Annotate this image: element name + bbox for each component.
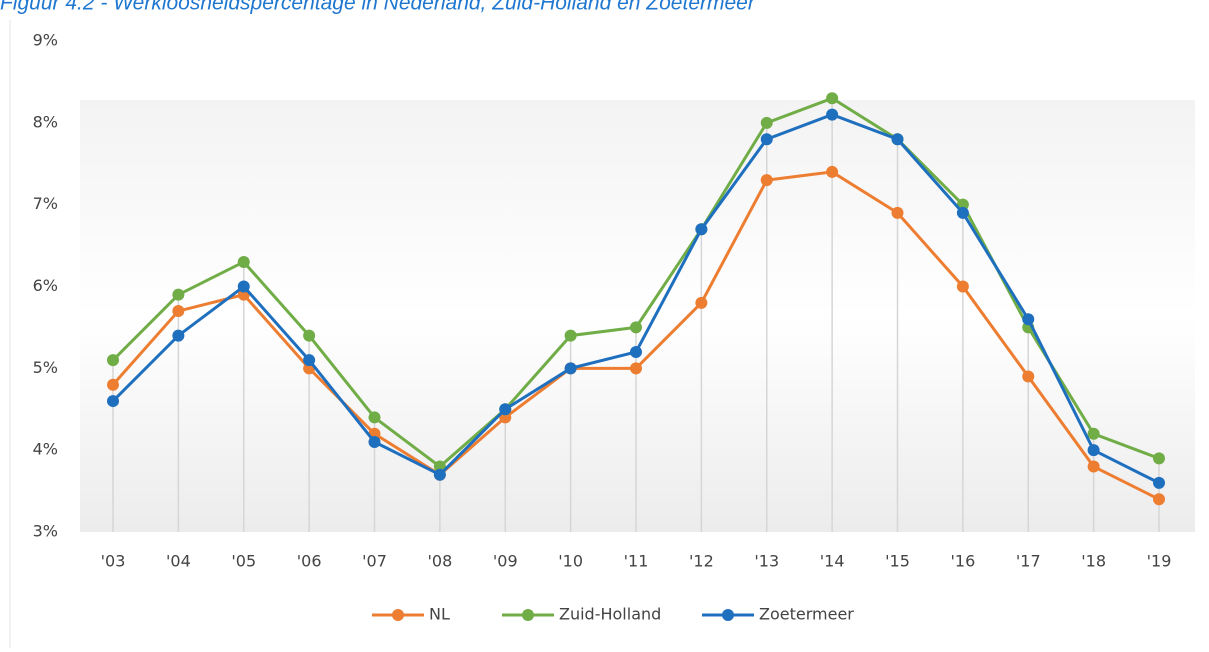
x-tick-label: '08 — [427, 552, 452, 571]
x-tick-label: '15 — [885, 552, 910, 571]
point — [303, 354, 316, 367]
point — [172, 329, 185, 342]
point — [1087, 427, 1100, 440]
point — [1087, 460, 1100, 473]
point — [433, 468, 446, 481]
point — [368, 435, 381, 448]
point — [630, 321, 642, 334]
point — [237, 280, 250, 293]
y-tick-label: 8% — [33, 112, 58, 131]
point — [1153, 493, 1165, 506]
x-tick-label: '13 — [754, 552, 779, 571]
point — [760, 174, 773, 187]
point — [630, 345, 642, 358]
point — [695, 223, 708, 236]
x-tick-label: '09 — [493, 552, 518, 571]
point — [630, 362, 642, 375]
point — [107, 395, 119, 408]
y-tick-label: 5% — [33, 358, 58, 377]
x-tick-label: '19 — [1147, 552, 1172, 571]
x-tick-label: '04 — [166, 552, 191, 571]
y-tick-label: 9% — [33, 31, 58, 50]
point — [368, 411, 381, 424]
x-tick-label: '14 — [820, 552, 845, 571]
point — [303, 329, 316, 342]
point — [695, 296, 708, 309]
point — [1022, 370, 1035, 383]
x-tick-label: '17 — [1016, 552, 1041, 571]
point — [564, 329, 577, 342]
x-tick-label: '18 — [1081, 552, 1106, 571]
point — [956, 206, 969, 219]
x-tick-label: '10 — [558, 552, 583, 571]
x-tick-label: '05 — [231, 552, 256, 571]
point — [107, 378, 119, 391]
legend-marker — [722, 609, 734, 621]
x-tick-label: '06 — [297, 552, 322, 571]
x-tick-label: '12 — [689, 552, 714, 571]
x-tick-label: '03 — [101, 552, 126, 571]
plot-background — [80, 100, 1195, 532]
point — [172, 305, 185, 318]
point — [826, 108, 839, 121]
point — [107, 354, 119, 367]
point — [1022, 313, 1035, 326]
y-tick-label: 6% — [33, 276, 58, 295]
point — [891, 206, 904, 219]
point — [1087, 444, 1100, 457]
legend-label: Zuid-Holland — [559, 605, 661, 624]
y-tick-label: 3% — [33, 522, 58, 541]
point — [499, 403, 512, 416]
point — [237, 255, 250, 268]
legend-label: Zoetermeer — [759, 605, 854, 624]
y-tick-label: 7% — [33, 194, 58, 213]
point — [891, 133, 904, 146]
legend-marker — [522, 609, 534, 621]
chart-title: Figuur 4.2 - Werkloosheidspercentage in … — [0, 0, 756, 15]
point — [760, 116, 773, 129]
point — [826, 92, 839, 105]
point — [826, 165, 839, 178]
x-tick-label: '16 — [950, 552, 975, 571]
point — [956, 280, 969, 293]
legend-marker — [392, 609, 404, 621]
y-tick-label: 4% — [33, 440, 58, 459]
x-tick-label: '07 — [362, 552, 387, 571]
point — [1153, 452, 1165, 465]
x-tick-label: '11 — [624, 552, 649, 571]
point — [172, 288, 185, 301]
point — [564, 362, 577, 375]
point — [760, 133, 773, 146]
legend-label: NL — [429, 605, 450, 624]
point — [1153, 476, 1165, 489]
